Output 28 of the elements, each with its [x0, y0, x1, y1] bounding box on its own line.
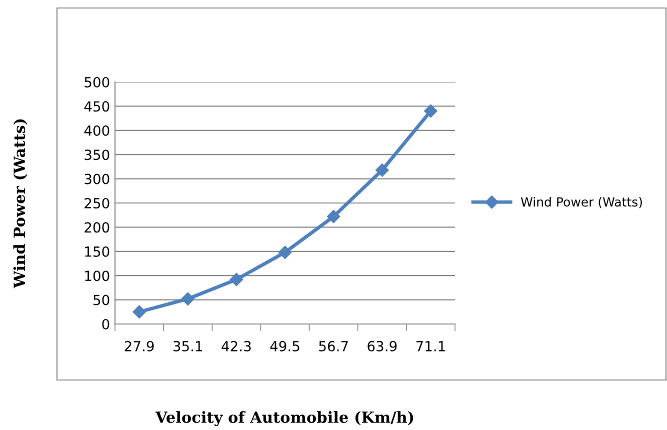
y-tick-label: 100: [85, 270, 110, 282]
point: [424, 104, 438, 118]
y-tick-label: 400: [84, 125, 110, 136]
x-tick-label: 27.9: [124, 340, 154, 352]
point: [132, 305, 146, 318]
y-tick-label: 0: [102, 318, 110, 330]
x-tick-label: 71.1: [416, 341, 445, 352]
point: [230, 272, 244, 286]
x-tick-label: 35.1: [173, 340, 202, 352]
y-tick-label: 200: [84, 222, 110, 233]
y-tick-label: 350: [84, 150, 110, 160]
point: [181, 292, 194, 306]
x-axis-title: Velocity of Automobile (Km/h): [155, 411, 414, 426]
y-tick-label: 250: [84, 198, 110, 208]
y-tick-label: 50: [94, 294, 110, 306]
y-tick-label: 500: [84, 76, 110, 88]
y-tick-label: 300: [84, 174, 110, 184]
x-tick-label: 63.9: [368, 340, 397, 352]
x-tick-label: 56.7: [319, 340, 348, 352]
legend-label: Wind Power (Watts): [520, 196, 642, 208]
y-tick-label: 150: [85, 246, 110, 257]
point: [278, 246, 292, 259]
y-axis-title: Wind Power (Watts): [13, 119, 28, 288]
y-tick-label: 450: [84, 101, 110, 112]
point: [326, 210, 340, 224]
point: [376, 164, 389, 177]
x-tick-label: 49.5: [270, 340, 300, 352]
x-tick-label: 42.3: [222, 340, 251, 352]
